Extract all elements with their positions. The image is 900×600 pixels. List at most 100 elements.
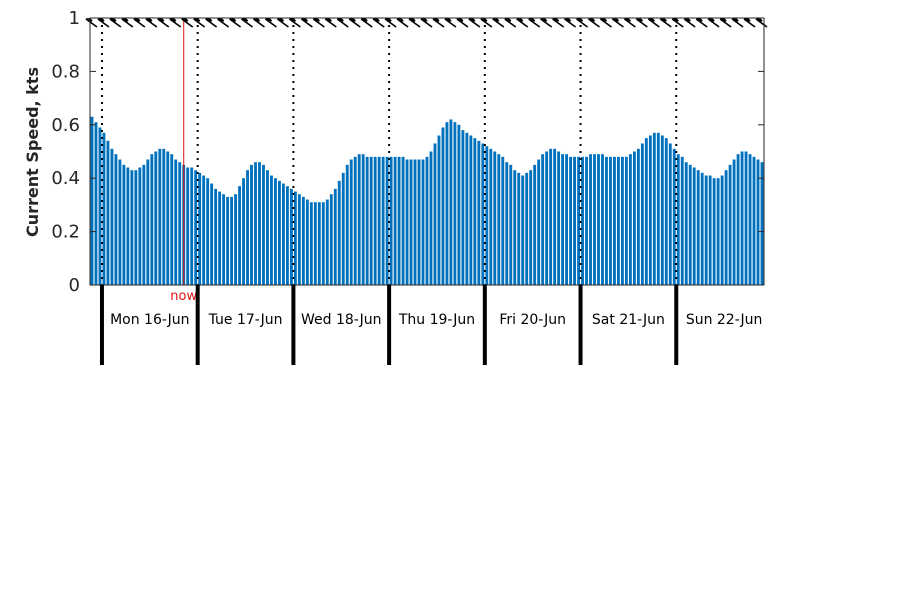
speed-bar: [174, 159, 178, 285]
speed-bar: [489, 148, 493, 285]
speed-bar: [341, 172, 345, 285]
speed-bar: [457, 124, 461, 285]
speed-bar: [589, 154, 592, 285]
speed-bar: [461, 130, 465, 285]
arrow-shape: [145, 18, 158, 28]
speed-bar: [465, 132, 469, 285]
current-direction-arrow-icon: [528, 18, 541, 28]
speed-bar: [401, 156, 405, 285]
speed-bar: [118, 159, 122, 285]
current-direction-arrow-icon: [695, 18, 708, 28]
current-direction-arrow-icon: [169, 18, 182, 28]
y-tick-label: 0.6: [51, 115, 80, 136]
arrow-shape: [611, 18, 624, 28]
speed-bar: [680, 156, 684, 285]
speed-bar: [505, 162, 509, 285]
speed-bar: [349, 159, 353, 285]
arrow-shape: [312, 18, 325, 28]
current-direction-arrow-icon: [659, 18, 672, 28]
current-direction-arrow-icon: [276, 18, 289, 28]
speed-bar: [740, 151, 744, 285]
speed-bar: [760, 162, 764, 285]
y-tick-label: 0.8: [51, 61, 80, 82]
speed-bar: [281, 183, 285, 285]
current-direction-arrow-icon: [707, 18, 720, 28]
speed-bar: [130, 170, 134, 285]
current-direction-arrow-icon: [432, 18, 445, 28]
speed-bar: [752, 156, 756, 285]
y-axis-label: Current Speed, kts: [23, 67, 42, 237]
speed-bar: [381, 156, 385, 285]
current-direction-arrow-icon: [599, 18, 612, 28]
speed-bar: [389, 156, 393, 285]
current-direction-arrow-icon: [217, 18, 230, 28]
speed-bar: [748, 154, 752, 285]
day-label: Sun 22-Jun: [686, 312, 763, 328]
speed-bar: [242, 178, 245, 285]
speed-bar: [509, 164, 513, 285]
speed-bar: [597, 154, 600, 285]
current-direction-arrow-icon: [157, 18, 170, 28]
speed-bar: [218, 191, 222, 285]
current-direction-arrow-icon: [564, 18, 577, 28]
speed-bar: [652, 132, 656, 285]
speed-bar: [557, 151, 561, 285]
arrow-shape: [229, 18, 242, 28]
arrow-shape: [576, 18, 589, 28]
speed-bar: [593, 154, 596, 285]
arrow-shape: [599, 18, 612, 28]
speed-bar: [668, 143, 672, 285]
current-direction-arrow-icon: [336, 18, 349, 28]
arrow-shape: [300, 18, 313, 28]
arrow-shape: [253, 18, 265, 28]
current-direction-arrow-icon: [288, 18, 301, 28]
speed-bar: [605, 156, 608, 285]
speed-bar: [250, 164, 253, 285]
speed-bar: [254, 162, 257, 285]
arrow-shape: [217, 18, 230, 28]
arrow-shape: [360, 18, 373, 28]
speed-bar: [609, 156, 612, 285]
current-direction-arrow-icon: [611, 18, 624, 28]
speed-bar: [561, 154, 565, 285]
arrow-shape: [264, 18, 277, 28]
speed-bar: [565, 154, 569, 285]
arrow-shape: [743, 18, 756, 28]
speed-bar: [485, 146, 489, 285]
current-direction-arrow-icon: [504, 18, 517, 28]
bars-group: [90, 116, 764, 286]
speed-bar: [397, 156, 401, 285]
arrow-shape: [85, 18, 98, 28]
speed-bar: [744, 151, 748, 285]
speed-bar: [417, 159, 421, 285]
arrow-shape: [384, 18, 397, 28]
current-direction-arrow-icon: [444, 18, 457, 28]
arrow-shape: [480, 18, 493, 28]
arrow-shape: [731, 18, 744, 28]
speed-bar: [337, 180, 341, 285]
arrow-shape: [647, 18, 660, 28]
speed-bar: [720, 175, 724, 285]
speed-bar: [728, 164, 732, 285]
current-direction-arrow-icon: [516, 18, 529, 28]
y-axis-ticks: 0 0.2 0.4 0.6 0.8 1: [51, 8, 764, 296]
speed-bar: [94, 122, 98, 285]
speed-bar: [756, 159, 760, 285]
speed-bar: [405, 159, 409, 285]
speed-bar: [712, 178, 716, 285]
speed-bar: [636, 148, 640, 285]
speed-bar: [724, 170, 728, 285]
speed-bar: [676, 154, 680, 285]
speed-bar: [266, 170, 269, 285]
speed-bar: [700, 172, 704, 285]
speed-bar: [270, 175, 273, 285]
speed-bar: [293, 191, 297, 285]
arrow-shape: [169, 18, 182, 28]
speed-bar: [413, 159, 417, 285]
speed-bar: [309, 202, 313, 285]
current-direction-arrow-icon: [300, 18, 313, 28]
speed-bar: [481, 143, 485, 285]
speed-bar: [186, 167, 190, 285]
speed-bar: [357, 154, 361, 285]
current-direction-arrow-icon: [324, 18, 337, 28]
